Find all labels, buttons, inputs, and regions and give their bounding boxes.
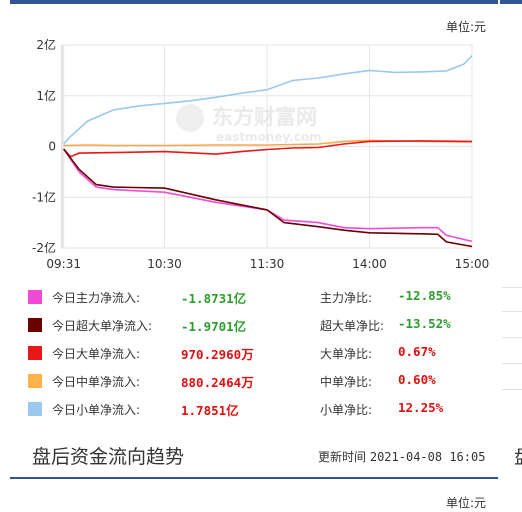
legend-label: 今日小单净流入:: [52, 403, 141, 417]
legend-value: 970.2960万: [181, 347, 254, 362]
y-axis-ticks: 2亿 1亿 0 -1亿 -2亿: [32, 37, 56, 255]
ratio-label: 小单净比:: [320, 403, 373, 417]
watermark-logo-icon: [176, 104, 204, 132]
legend-swatch: [28, 346, 42, 360]
watermark-en: eastmoney.com: [216, 130, 322, 144]
y-tick-label: 2亿: [36, 37, 56, 52]
adjacent-panel-top-border: [500, 0, 522, 4]
ratio-label: 大单净比:: [320, 347, 373, 361]
legend-value: -1.9701亿: [181, 319, 247, 334]
ratio-value: 0.60%: [398, 372, 436, 387]
legend-row: 今日主力净流入: -1.8731亿 主力净比: -12.85%: [28, 283, 498, 311]
legend-label: 今日超大单净流入:: [52, 319, 153, 333]
legend-row: 今日小单净流入: 1.7851亿 小单净比: 12.25%: [28, 395, 498, 423]
legend-label: 今日大单净流入:: [52, 347, 141, 361]
ratio-label: 中单净比:: [320, 375, 373, 389]
adjacent-rule: [502, 311, 522, 312]
legend-value: -1.8731亿: [181, 291, 247, 306]
x-tick-label: 15:00: [455, 257, 490, 271]
unit-label-bottom: 单位:元: [445, 496, 486, 510]
legend-swatch: [28, 318, 42, 332]
update-time-label: 更新时间: [318, 450, 367, 464]
series-line-0: [63, 55, 473, 145]
legend-swatch: [28, 374, 42, 388]
ratio-value: -13.52%: [398, 316, 451, 331]
fund-flow-chart: 东方财富网 eastmoney.com 2亿 1亿 0 -1亿 -2亿 09:31 10:…: [32, 37, 489, 271]
x-tick-label: 09:31: [46, 257, 81, 271]
watermark: 东方财富网 eastmoney.com: [176, 104, 322, 144]
chart-grid: [61, 44, 473, 249]
legend-swatch: [28, 402, 42, 416]
watermark-cn: 东方财富网: [212, 105, 317, 129]
chart-lines: [63, 55, 473, 248]
series-line-4: [63, 148, 473, 248]
legend-label: 今日中单净流入:: [52, 375, 141, 389]
update-time: 更新时间 2021-04-08 16:05: [318, 448, 485, 465]
adjacent-rule: [502, 363, 522, 364]
adjacent-panel-title-fragment: 盘: [514, 442, 522, 469]
adjacent-rule: [502, 389, 522, 390]
ratio-label: 超大单净比:: [320, 319, 385, 333]
adjacent-rule: [502, 337, 522, 338]
legend-value: 1.7851亿: [181, 403, 239, 418]
adjacent-panel-edge: [500, 0, 522, 512]
x-tick-label: 10:30: [147, 257, 182, 271]
legend-swatch: [28, 290, 42, 304]
ratio-value: 12.25%: [398, 400, 444, 415]
series-line-2: [63, 140, 473, 158]
x-axis-ticks: 09:31 10:30 11:30 14:00 15:00: [46, 257, 489, 271]
section-title: 盘后资金流向趋势: [32, 446, 185, 468]
legend-label: 今日主力净流入:: [52, 291, 141, 305]
legend-row: 今日超大单净流入: -1.9701亿 超大单净比: -13.52%: [28, 311, 498, 339]
ratio-value: -12.85%: [398, 288, 451, 303]
legend-value: 880.2464万: [181, 375, 254, 390]
panel-top-border: [10, 0, 498, 4]
x-tick-label: 11:30: [250, 257, 285, 271]
y-tick-label: -1亿: [32, 189, 56, 204]
legend-row: 今日中单净流入: 880.2464万 中单净比: 0.60%: [28, 367, 498, 395]
ratio-label: 主力净比:: [320, 291, 373, 305]
x-tick-label: 14:00: [352, 257, 387, 271]
adjacent-rule: [502, 287, 522, 288]
section-divider: [10, 477, 498, 479]
unit-label: 单位:元: [445, 20, 486, 34]
y-tick-label: 1亿: [36, 88, 56, 103]
series-line-3: [63, 148, 473, 243]
y-tick-label: -2亿: [32, 240, 56, 255]
ratio-value: 0.67%: [398, 344, 436, 359]
fund-flow-panel: 单位:元 东方财富网 eastmoney.com 2亿 1亿 0 -1亿 -2亿 09:…: [10, 0, 498, 512]
y-tick-label: 0: [48, 140, 56, 154]
update-time-value: 2021-04-08 16:05: [369, 450, 486, 464]
legend-row: 今日大单净流入: 970.2960万 大单净比: 0.67%: [28, 339, 498, 367]
